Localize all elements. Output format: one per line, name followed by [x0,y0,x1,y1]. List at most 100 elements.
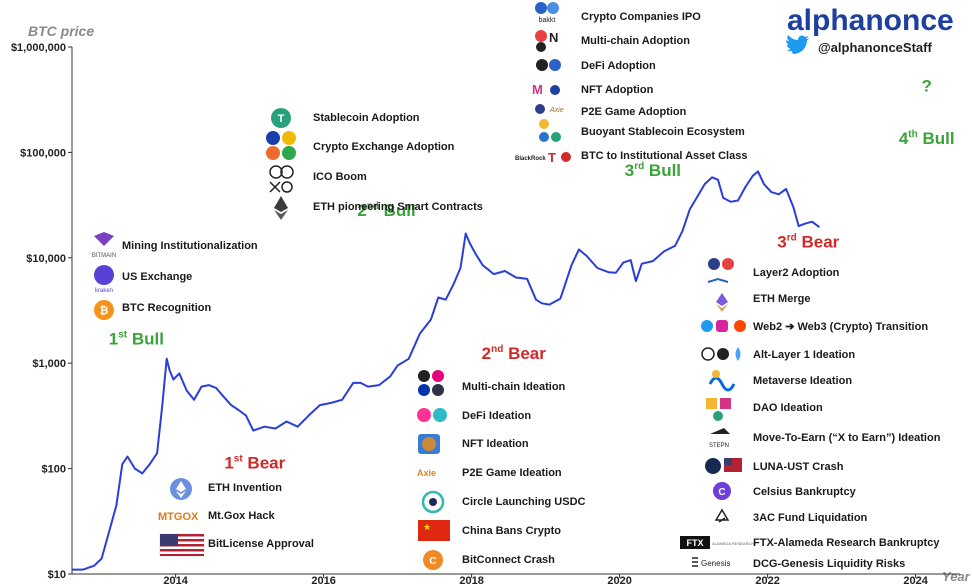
second-bear-item: P2E Game Ideation [462,467,562,479]
phase-label: ? [922,76,932,95]
phase-label: 3rd Bear [777,233,839,252]
third-bear-item: Web2 ➔ Web3 (Crypto) Transition [753,321,928,333]
x-tick-label: 2022 [755,575,779,584]
phase-label: 2nd Bear [482,344,547,363]
stablecoin-ecosystem-icon [539,119,561,142]
institutional-icon: BlackRock T [515,150,571,165]
third-bear-item: LUNA-UST Crash [753,461,844,473]
eth-merge-icon [716,293,728,312]
twitter-icon [786,35,809,54]
tether-icon: T [271,108,291,128]
y-tick-label: $1,000,000 [11,42,66,54]
us-flag-icon [159,533,205,557]
third-bear-item: ETH Merge [753,293,810,305]
3ac-icon [714,508,730,523]
ethereum-icon [274,196,288,220]
svg-text:STEPN: STEPN [709,443,729,449]
nft-adoption-icon: M [532,82,560,97]
first-bear-annotations: ETH Invention MTGOX Mt.Gox Hack BitLicen… [158,478,314,557]
kraken-icon: kraken [94,265,114,294]
third-bear-item: Layer2 Adoption [753,267,840,279]
twitter-handle: @alphanonceStaff [818,40,932,55]
svg-text:N: N [549,30,558,45]
defi-adoption-icon [536,59,561,71]
svg-text:Genesis: Genesis [701,559,730,568]
y-ticks: $10 $100 $1,000 $10,000 $100,000 $1,000,000 [11,42,72,581]
mtgox-icon: MTGOX [158,511,199,523]
third-bear-item: FTX-Alameda Research Bankruptcy [753,537,940,549]
third-bear-item: Metaverse Ideation [753,375,852,387]
y-tick-label: $1,000 [32,358,66,370]
third-bull-item: P2E Game Adoption [581,106,687,118]
first-bear-item: BitLicense Approval [208,538,314,550]
second-bear-item: Circle Launching USDC [462,496,586,508]
second-bull-item: Stablecoin Adoption [313,112,420,124]
btc-price-line [72,170,820,571]
x-tick-label: 2016 [311,575,335,584]
x-tick-label: 2020 [607,575,631,584]
y-tick-label: $10,000 [26,253,66,265]
web2-apps-icon [701,320,746,332]
third-bull-item: Buoyant Stablecoin Ecosystem [581,126,745,138]
x-tick-label: 2024 [903,575,928,584]
third-bear-item: Move-To-Earn (“X to Earn”) Ideation [753,432,941,444]
phase-label: 1st Bull [109,330,164,349]
genesis-icon: Genesis [692,557,730,568]
svg-text:MTGOX: MTGOX [158,511,199,523]
second-bull-item: ETH pioneering Smart Contracts [313,201,483,213]
second-bull-annotations: T Stablecoin Adoption Crypto Exchange Ad… [266,108,483,220]
svg-text:C: C [718,487,725,498]
svg-text:C: C [429,556,436,567]
ftx-alameda-icon: FTX ALAMEDA RESEARCH [680,536,754,549]
svg-text:kraken: kraken [95,288,113,294]
multichain-tokens-icon [418,370,444,396]
bitconnect-icon: C [423,550,443,570]
china-flag-icon: ★ [418,520,450,541]
celsius-icon: C [713,482,731,500]
y-tick-label: $10 [48,569,66,581]
phase-label: 3rd Bull [625,161,681,180]
svg-text:ALAMEDA RESEARCH: ALAMEDA RESEARCH [712,541,754,546]
alt-layer1-icon [701,347,741,361]
svg-text:bakkt: bakkt [539,17,556,24]
price-series [72,170,820,571]
third-bear-annotations: Layer2 Adoption ETH Merge Web2 ➔ Web3 (C… [680,258,941,570]
x-tick-label: 2014 [163,575,188,584]
third-bull-item: BTC to Institutional Asset Class [581,150,747,162]
third-bear-item: DAO Ideation [753,402,823,414]
bitmain-icon: BITMAIN [92,232,116,259]
defi-tokens-icon [417,408,447,422]
nft-ape-icon [418,434,440,454]
second-bear-annotations: Multi-chain Ideation DeFi Ideation NFT I… [417,370,586,570]
first-bull-item: Mining Institutionalization [122,240,258,252]
third-bear-item: Alt-Layer 1 Ideation [753,349,855,361]
second-bear-item: Multi-chain Ideation [462,381,566,393]
second-bull-item: ICO Boom [313,171,367,183]
svg-text:T: T [548,150,556,165]
third-bear-item: 3AC Fund Liquidation [753,512,868,524]
y-tick-label: $100 [42,464,66,476]
second-bear-item: China Bans Crypto [462,525,561,537]
p2e-adoption-icon: Axie [535,104,564,114]
bitcoin-icon: ₿ [94,300,114,320]
phase-labels: 1st Bull 1st Bear 2nd Bull 2nd Bear 3rd Bull… [109,76,955,472]
luna-ust-icon [705,458,742,474]
third-bull-item: NFT Adoption [581,84,654,96]
ethereum-icon [170,478,192,500]
y-tick-label: $100,000 [20,147,66,159]
dao-icon [706,398,731,421]
layer2-icon [707,258,734,283]
svg-text:T: T [278,113,285,125]
exchange-tokens-icon [266,131,296,160]
phase-label: 2nd Bull [357,201,416,220]
first-bull-annotations: BITMAIN Mining Institutionalization krak… [92,232,258,320]
third-bull-item: DeFi Adoption [581,60,656,72]
usdc-circle-icon [421,490,445,514]
third-bull-item: Multi-chain Adoption [581,35,690,47]
p2e-game-icon: Axie [417,468,436,478]
third-bear-item: DCG-Genesis Liquidity Risks [753,558,905,570]
multichain-adoption-icon: N [535,30,558,52]
svg-text:Axie: Axie [417,468,436,478]
second-bear-item: DeFi Ideation [462,410,531,422]
